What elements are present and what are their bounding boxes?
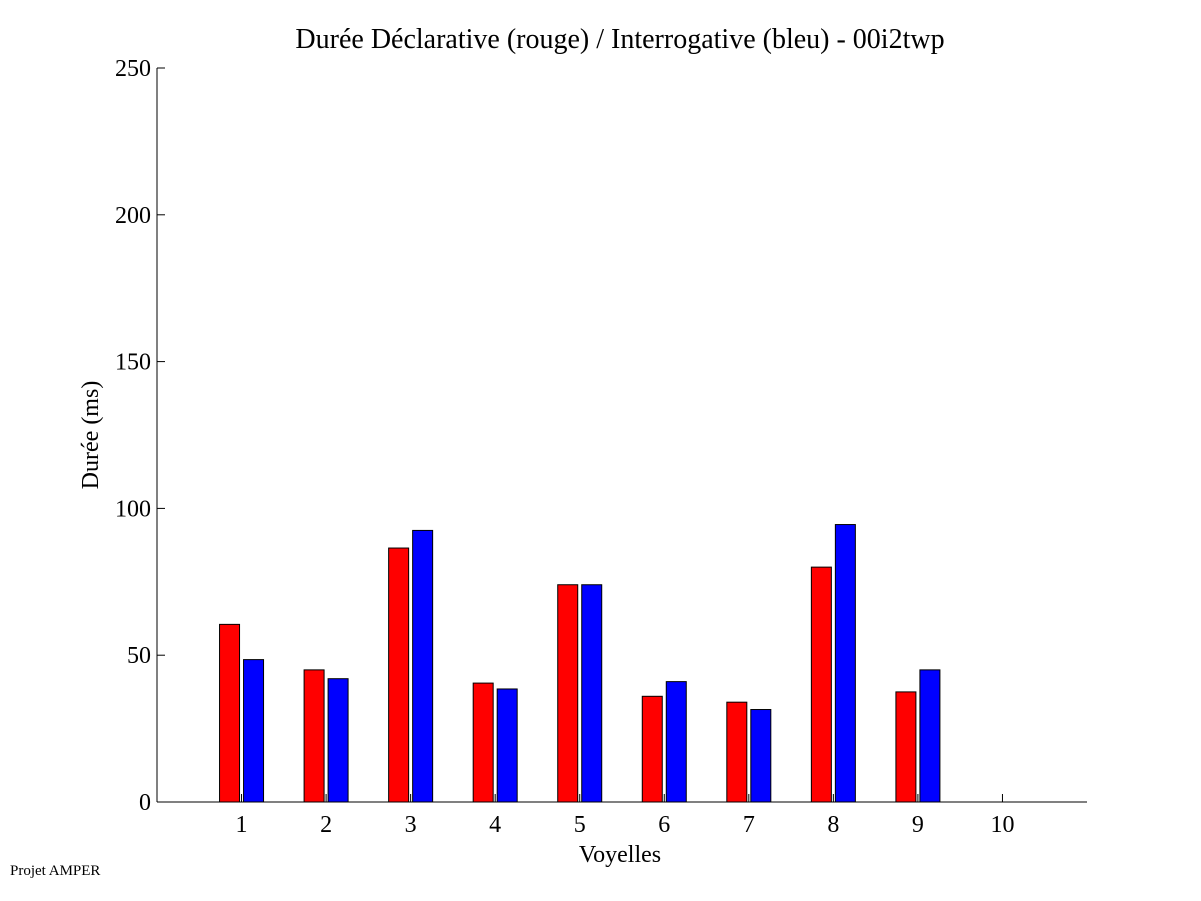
- bar-series-2: [665, 681, 687, 803]
- bar-series-2: [496, 688, 518, 803]
- x-tick-label: 9: [912, 812, 924, 838]
- plot-area: 0 50 100 150 200 250 1 2 3 4 5 6 7 8 9 10: [115, 56, 1087, 838]
- bar-series-1: [472, 682, 494, 803]
- footer-note: Projet AMPER: [10, 863, 101, 879]
- x-tick-label: 7: [743, 812, 755, 838]
- chart-title: Durée Déclarative (rouge) / Interrogativ…: [295, 24, 944, 55]
- bar-series-1: [219, 623, 241, 803]
- bar-series-1: [726, 701, 748, 803]
- x-tick-label: 5: [574, 812, 586, 838]
- bar-series-1: [810, 566, 832, 803]
- bar-series-1: [388, 547, 410, 803]
- x-tick-label: 3: [405, 812, 417, 838]
- bar-series-2: [919, 669, 941, 803]
- x-tick-label: 2: [320, 812, 332, 838]
- x-tick-label: 1: [236, 812, 248, 838]
- bar-series-2: [581, 584, 603, 803]
- y-tick-label: 200: [115, 203, 151, 229]
- bar-series-2: [243, 659, 265, 803]
- x-tick-label: 10: [990, 812, 1014, 838]
- bar-series-1: [895, 691, 917, 803]
- y-axis-label: Durée (ms): [78, 381, 104, 490]
- bar-series-1: [303, 669, 325, 803]
- y-tick-label: 150: [115, 350, 151, 376]
- y-tick-label: 50: [127, 643, 151, 669]
- y-tick-label: 250: [115, 56, 151, 82]
- bar-series-2: [327, 678, 349, 803]
- bar-series-1: [557, 584, 579, 803]
- bar-series-1: [641, 695, 663, 803]
- bar-series-2: [750, 709, 772, 803]
- x-tick-label: 8: [827, 812, 839, 838]
- y-tick-label: 100: [115, 496, 151, 522]
- x-tick-label: 6: [658, 812, 670, 838]
- bar-series-2: [834, 524, 856, 803]
- x-tick-label: 4: [489, 812, 501, 838]
- x-axis-label: Voyelles: [579, 842, 661, 868]
- y-tick-label: 0: [139, 790, 151, 816]
- bar-series-2: [412, 529, 434, 803]
